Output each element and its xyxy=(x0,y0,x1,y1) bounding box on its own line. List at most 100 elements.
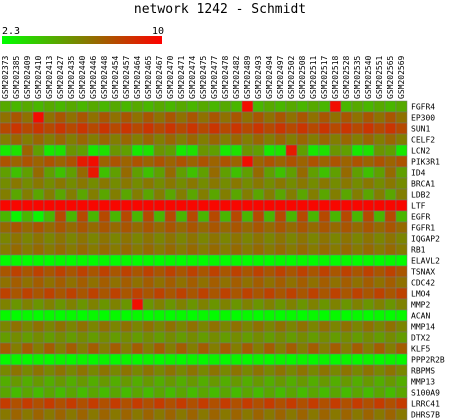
heatmap-cell xyxy=(307,375,320,388)
heatmap-cell xyxy=(142,320,155,333)
heatmap-cell xyxy=(318,287,331,300)
row-label: LCN2 xyxy=(411,147,430,156)
heatmap-cell xyxy=(164,342,177,355)
heatmap-cell xyxy=(230,177,243,190)
heatmap-cell xyxy=(54,166,67,179)
heatmap-cell xyxy=(307,144,320,157)
heatmap-cell xyxy=(395,100,408,113)
heatmap-cell xyxy=(43,155,56,168)
heatmap-cell xyxy=(340,254,353,267)
heatmap-cell xyxy=(241,386,254,399)
heatmap-cell xyxy=(54,375,67,388)
heatmap-cell xyxy=(285,254,298,267)
heatmap-cell xyxy=(186,375,199,388)
heatmap-cell xyxy=(10,122,23,135)
heatmap-cell xyxy=(197,364,210,377)
heatmap-cell xyxy=(197,320,210,333)
heatmap-cell xyxy=(252,122,265,135)
heatmap-cell xyxy=(54,298,67,311)
heatmap-cell xyxy=(54,232,67,245)
heatmap-cell xyxy=(384,397,397,410)
heatmap-cell xyxy=(208,166,221,179)
heatmap-cell xyxy=(384,353,397,366)
heatmap-cell xyxy=(351,276,364,289)
heatmap-cell xyxy=(153,276,166,289)
heatmap-cell xyxy=(230,199,243,212)
heatmap-cell xyxy=(109,397,122,410)
heatmap-cell xyxy=(318,188,331,201)
heatmap-cell xyxy=(197,166,210,179)
heatmap-cell xyxy=(241,254,254,267)
heatmap-cell xyxy=(131,100,144,113)
heatmap-cell xyxy=(230,188,243,201)
heatmap-cell xyxy=(285,298,298,311)
heatmap-cell xyxy=(329,364,342,377)
column-label: GSM202540 xyxy=(364,55,373,99)
heatmap-cell xyxy=(175,320,188,333)
heatmap-cell xyxy=(164,375,177,388)
heatmap-cell xyxy=(340,166,353,179)
row-label: IQGAP2 xyxy=(411,235,440,244)
heatmap-cell xyxy=(219,309,232,322)
heatmap-cell xyxy=(241,298,254,311)
heatmap-cell xyxy=(340,353,353,366)
heatmap-cell xyxy=(0,386,12,399)
heatmap-cell xyxy=(0,353,12,366)
heatmap-cell xyxy=(219,144,232,157)
heatmap-cell xyxy=(87,111,100,124)
heatmap-cell xyxy=(373,166,386,179)
heatmap-cell xyxy=(76,243,89,256)
heatmap-cell xyxy=(153,375,166,388)
heatmap-cell xyxy=(87,166,100,179)
column-label: GSM202471 xyxy=(177,55,186,99)
heatmap-cell xyxy=(340,342,353,355)
heatmap-cell xyxy=(0,331,12,344)
column-labels: GSM202373 GSM202385 GSM202409 GSM202410 GSM2… xyxy=(1,55,406,99)
heatmap-cell xyxy=(296,221,309,234)
row-label: MMP14 xyxy=(411,323,435,332)
heatmap-cell xyxy=(43,122,56,135)
heatmap-cell xyxy=(384,177,397,190)
heatmap-cell xyxy=(296,408,309,420)
heatmap-cell xyxy=(43,342,56,355)
heatmap-cell xyxy=(307,177,320,190)
heatmap-cell xyxy=(241,276,254,289)
heatmap-cell xyxy=(98,243,111,256)
heatmap-cell xyxy=(362,155,375,168)
heatmap-cell xyxy=(329,100,342,113)
heatmap-cell xyxy=(131,232,144,245)
heatmap-cell xyxy=(362,100,375,113)
heatmap-cell xyxy=(197,254,210,267)
heatmap-cell xyxy=(186,331,199,344)
heatmap-cell xyxy=(43,276,56,289)
heatmap-cell xyxy=(186,353,199,366)
heatmap-cell xyxy=(307,386,320,399)
heatmap-cell xyxy=(340,144,353,157)
heatmap-cell xyxy=(98,111,111,124)
heatmap-cell xyxy=(373,199,386,212)
heatmap-cell xyxy=(263,353,276,366)
heatmap-cell xyxy=(120,232,133,245)
heatmap-cell xyxy=(252,188,265,201)
heatmap-cell xyxy=(186,243,199,256)
heatmap-cell xyxy=(318,232,331,245)
heatmap-cell xyxy=(175,133,188,146)
heatmap-cell xyxy=(307,199,320,212)
heatmap-cell xyxy=(65,397,78,410)
heatmap-cell xyxy=(219,221,232,234)
heatmap-cell xyxy=(208,199,221,212)
heatmap-cell xyxy=(219,331,232,344)
heatmap-cell xyxy=(274,276,287,289)
heatmap-cell xyxy=(131,166,144,179)
heatmap-cell xyxy=(142,309,155,322)
heatmap-cell xyxy=(274,309,287,322)
heatmap-cell xyxy=(175,309,188,322)
heatmap-cell xyxy=(76,100,89,113)
heatmap-cell xyxy=(362,133,375,146)
heatmap-cell xyxy=(351,364,364,377)
heatmap-cell xyxy=(285,320,298,333)
heatmap-cell xyxy=(65,177,78,190)
row-label: FGFR4 xyxy=(411,103,435,112)
heatmap-cell xyxy=(175,243,188,256)
heatmap-cell xyxy=(252,287,265,300)
